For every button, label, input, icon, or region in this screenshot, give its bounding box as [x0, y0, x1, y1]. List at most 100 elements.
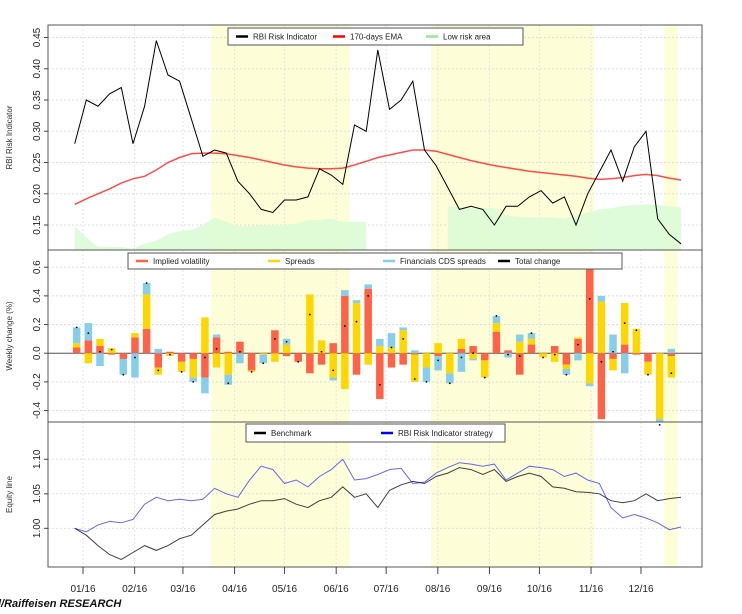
bar-implied-volatility: [620, 344, 629, 354]
bar-spreads: [434, 343, 442, 354]
total-change-point: [239, 350, 241, 353]
bar-implied-volatility: [306, 353, 314, 374]
bar-implied-volatility: [550, 346, 559, 354]
x-tick-label: 10/16: [527, 584, 552, 595]
legend-box: [127, 252, 623, 270]
bar-implied-volatility: [142, 328, 151, 354]
bar-spreads: [585, 353, 594, 384]
total-change-point: [367, 294, 370, 297]
total-change-point: [169, 353, 171, 356]
total-change-point: [612, 350, 614, 353]
total-change-point: [495, 315, 498, 317]
bar-implied-volatility: [632, 353, 641, 355]
legend-weekly: Implied volatility Spreads Financials CDS …: [127, 252, 623, 270]
bar-spreads: [644, 361, 652, 375]
bar-financials-cds-spreads: [515, 334, 524, 342]
bar-implied-volatility: [119, 353, 128, 359]
bar-spreads: [282, 344, 291, 354]
low-risk-area: [447, 204, 681, 250]
highlight-period: [431, 250, 595, 422]
y-tick-label: 0.35: [32, 90, 43, 110]
bar-implied-volatility: [562, 353, 571, 365]
bar-financials-cds-spreads: [585, 383, 594, 387]
bar-implied-volatility: [282, 353, 291, 357]
bar-implied-volatility: [236, 341, 244, 354]
total-change-point: [87, 332, 90, 335]
total-change-point: [332, 369, 335, 372]
bar-financials-cds-spreads: [119, 358, 128, 375]
bar-implied-volatility: [72, 347, 81, 354]
total-change-point: [320, 350, 323, 353]
x-tick-label: 04/16: [222, 584, 247, 595]
highlight-period: [664, 250, 678, 422]
legend-risk: RBI Risk Indicator 170-days EMA Low risk a…: [227, 27, 524, 46]
y-tick-label: -0.4: [32, 401, 43, 419]
total-change-point: [402, 337, 405, 340]
bar-implied-volatility: [492, 331, 501, 354]
bar-spreads: [387, 347, 396, 354]
bar-implied-volatility: [504, 350, 512, 354]
bar-implied-volatility: [96, 346, 104, 354]
total-change-point: [122, 373, 125, 376]
bar-spreads: [84, 353, 93, 364]
ema-line: [74, 149, 682, 206]
bar-spreads: [352, 303, 361, 354]
bar-implied-volatility: [212, 337, 221, 354]
total-change-point: [670, 372, 673, 375]
total-change-point: [285, 340, 288, 343]
bar-spreads: [271, 353, 279, 362]
total-change-point: [355, 320, 358, 323]
bar-financials-cds-spreads: [562, 368, 571, 375]
bar-financials-cds-spreads: [96, 353, 104, 367]
total-change-point: [134, 356, 136, 359]
bar-implied-volatility: [352, 353, 361, 375]
highlight-period: [211, 250, 350, 422]
bar-spreads: [96, 338, 104, 347]
bar-spreads: [446, 353, 454, 374]
y-tick-label: 0.4: [32, 288, 43, 302]
y-tick-label: -0.2: [32, 373, 43, 391]
bar-spreads: [189, 358, 198, 378]
low-risk-area: [74, 217, 367, 250]
bar-spreads: [574, 337, 582, 339]
bar-implied-volatility: [317, 353, 326, 365]
total-change-point: [99, 350, 101, 353]
bar-financials-cds-spreads: [364, 284, 372, 289]
bar-financials-cds-spreads: [469, 358, 477, 361]
bar-implied-volatility: [469, 346, 477, 354]
bar-implied-volatility: [166, 351, 174, 354]
bar-financials-cds-spreads: [597, 295, 606, 302]
legend-equity: Benchmark RBI Risk Indicator strategy: [245, 423, 506, 443]
bar-spreads: [224, 353, 233, 375]
highlight-period: [211, 422, 350, 567]
bar-spreads: [306, 294, 314, 354]
total-change-point: [75, 326, 78, 329]
bar-spreads: [259, 353, 267, 355]
y-axis-label: RBI Risk Indicator: [5, 105, 14, 169]
bar-financials-cds-spreads: [84, 323, 93, 341]
legend-label: Total change: [515, 257, 561, 266]
x-tick-label: 08/16: [425, 584, 450, 595]
total-change-point: [577, 343, 579, 346]
legend-box: [245, 423, 506, 443]
bar-spreads: [492, 323, 501, 332]
total-change-point: [297, 360, 300, 363]
bar-spreads: [562, 364, 571, 369]
bar-spreads: [131, 333, 139, 338]
total-change-point: [530, 332, 533, 335]
bar-financials-cds-spreads: [329, 377, 337, 381]
bar-financials-cds-spreads: [376, 338, 384, 347]
x-tick-label: 11/16: [579, 584, 604, 595]
total-change-point: [390, 346, 393, 349]
total-change-point: [518, 355, 521, 357]
highlight-period: [211, 25, 350, 250]
bar-financials-cds-spreads: [457, 353, 466, 372]
total-change-point: [472, 352, 475, 355]
bar-financials-cds-spreads: [154, 348, 163, 354]
bar-implied-volatility: [574, 338, 582, 354]
bar-spreads: [481, 360, 489, 378]
source-label: l/Raiffeisen RESEARCH: [0, 598, 122, 610]
total-change-point: [192, 380, 195, 383]
legend-label: Implied volatility: [153, 257, 209, 266]
legend-label: 170-days EMA: [350, 33, 403, 42]
